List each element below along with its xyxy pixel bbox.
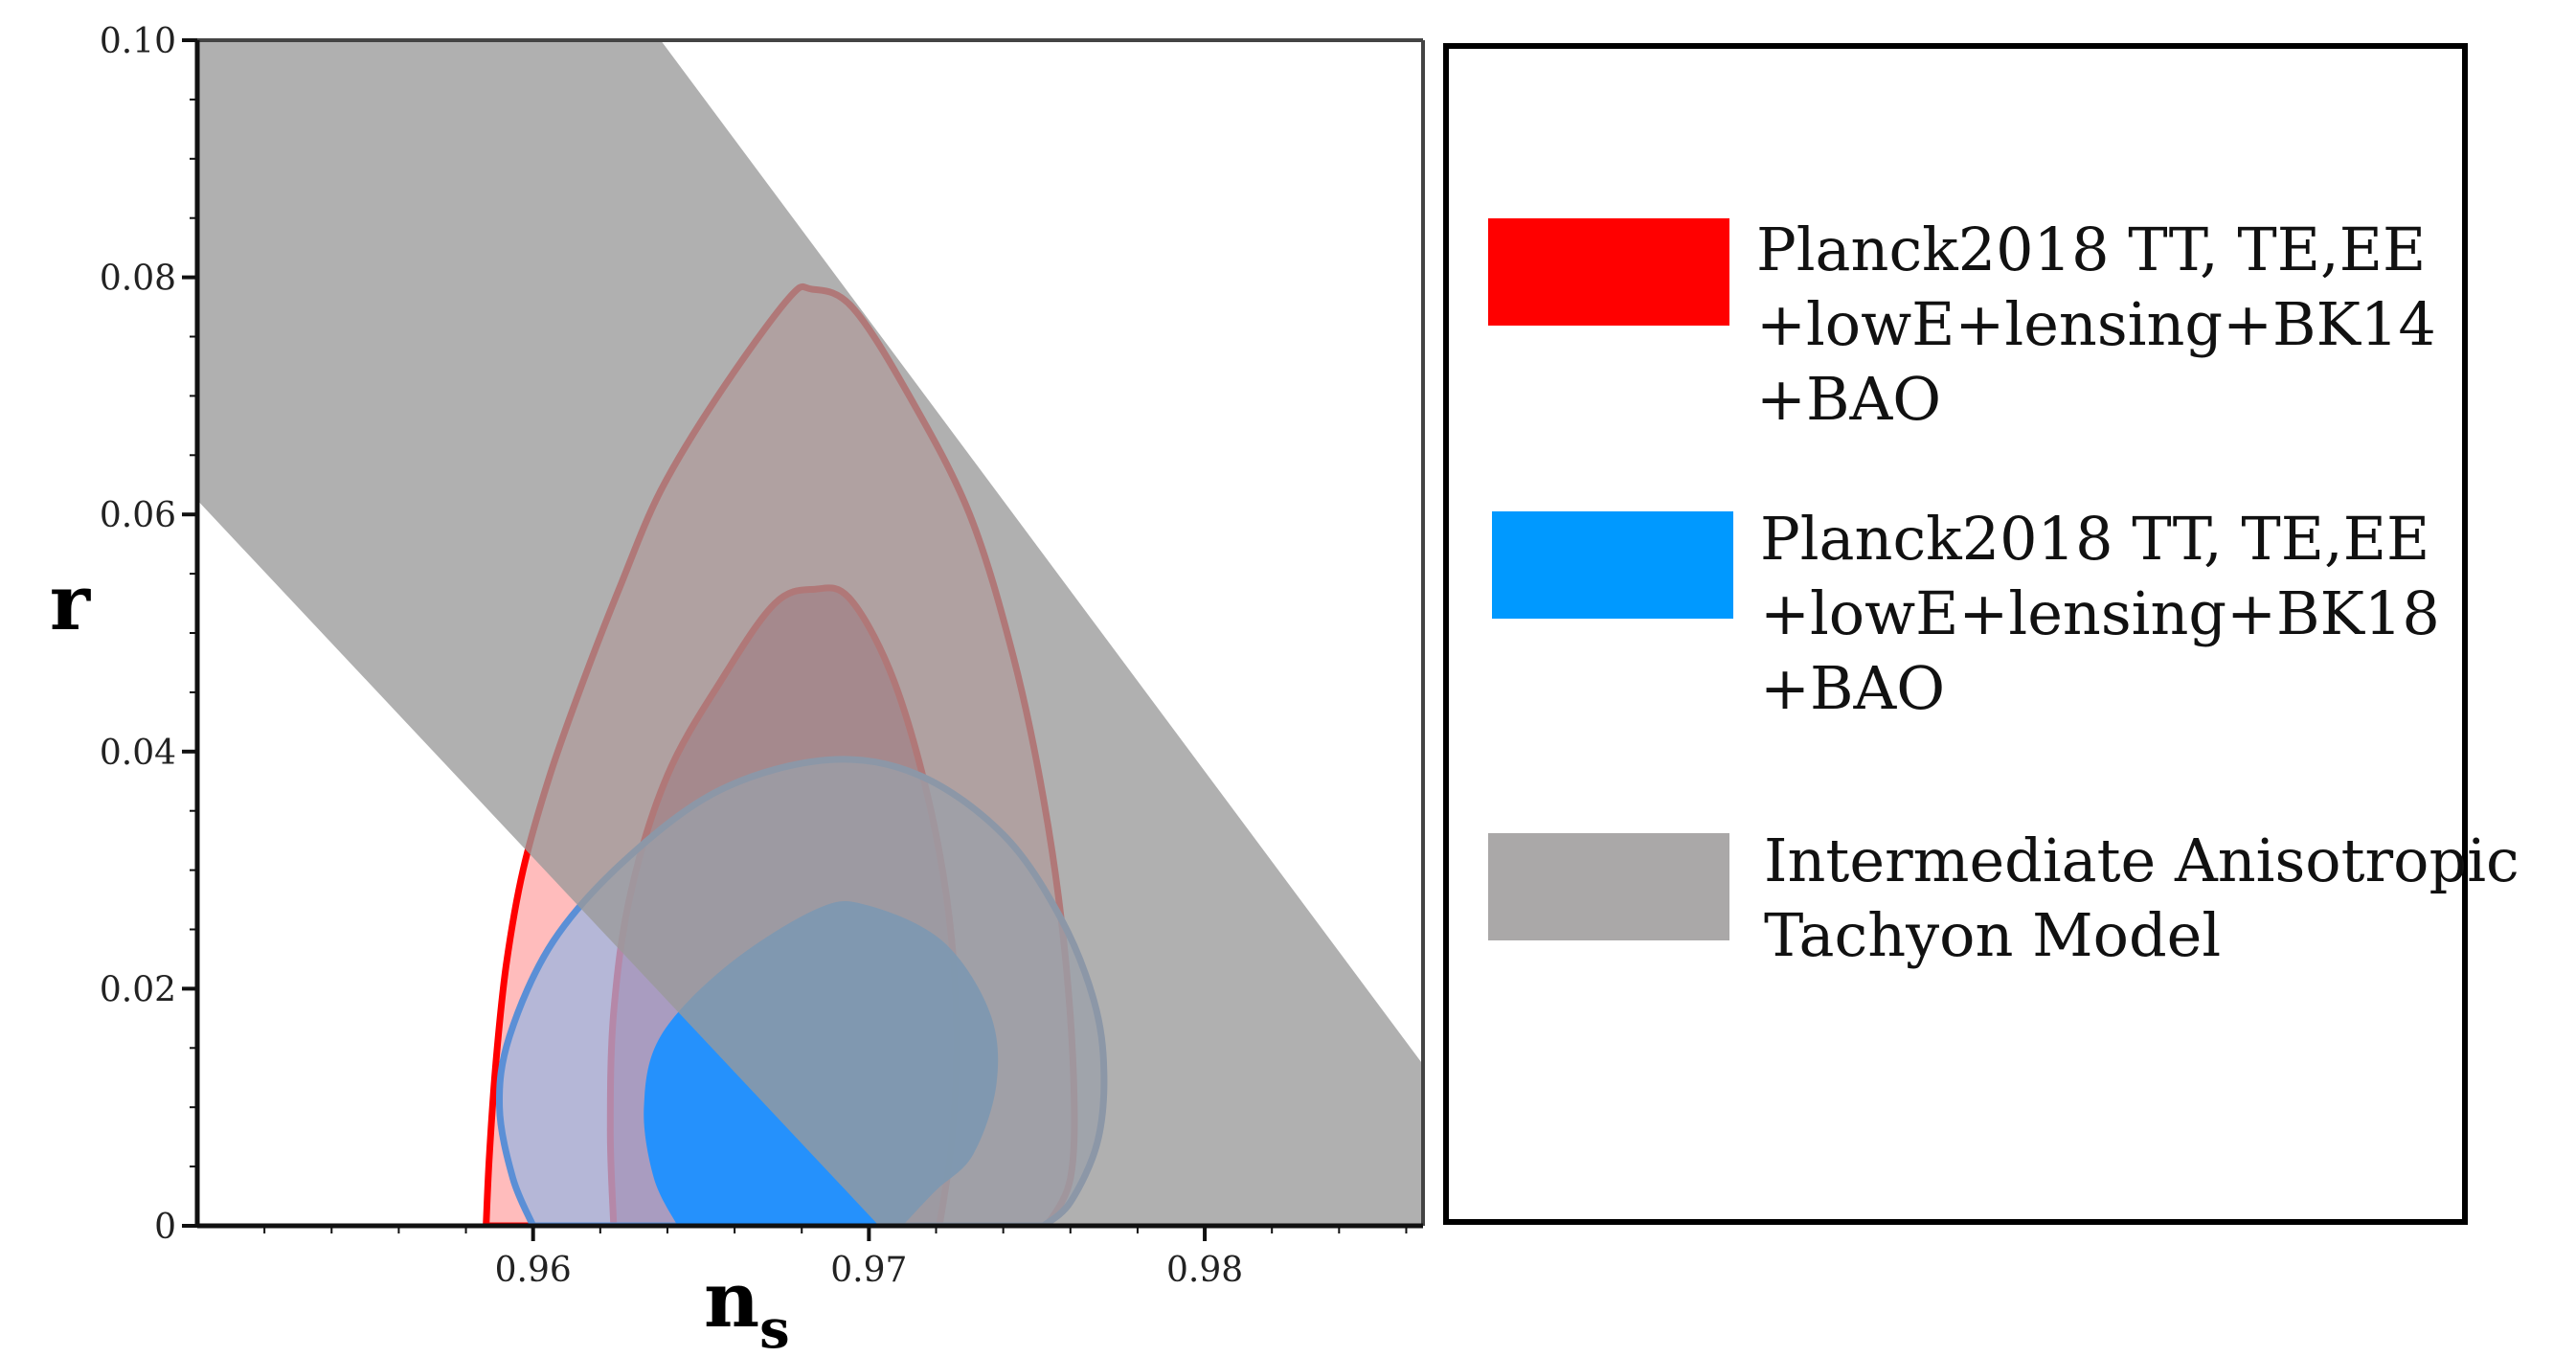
y-tick-label: 0.08: [100, 260, 176, 299]
x-tick-label: 0.98: [1166, 1251, 1243, 1290]
x-tick-label: 0.96: [495, 1251, 572, 1290]
axes: 0 0.02 0.04 0.06 0.08 0.10 0.96 0.97 0.98: [100, 22, 1425, 1290]
plot-area: [197, 40, 1423, 1226]
y-tick-label: 0: [154, 1208, 176, 1247]
x-axis-title: ns: [704, 1255, 790, 1357]
legend-swatch-1: [1488, 218, 1729, 326]
legend-line: Planck2018 TT, TE,EE: [1756, 215, 2426, 284]
legend: Planck2018 TT, TE,EE +lowE+lensing+BK14 +B…: [1443, 43, 2520, 1225]
y-tick-label: 0.06: [100, 496, 176, 535]
legend-line: Intermediate Anisotropic: [1764, 826, 2520, 895]
legend-line: Planck2018 TT, TE,EE: [1760, 504, 2429, 574]
model-band: [197, 40, 1423, 1226]
legend-line: +BAO: [1756, 364, 1941, 434]
plot-contents: [197, 40, 1423, 1226]
y-tick-label: 0.10: [100, 22, 176, 61]
legend-line: +lowE+lensing+BK18: [1760, 578, 2440, 648]
legend-label-2: Planck2018 TT, TE,EE +lowE+lensing+BK18 +B…: [1760, 504, 2440, 723]
legend-line: +lowE+lensing+BK14: [1756, 289, 2436, 359]
y-tick-label: 0.02: [100, 970, 176, 1009]
legend-line: +BAO: [1760, 653, 1945, 723]
legend-line: Tachyon Model: [1764, 900, 2221, 970]
legend-label-1: Planck2018 TT, TE,EE +lowE+lensing+BK14 +B…: [1756, 215, 2436, 434]
y-tick-label: 0.04: [100, 734, 176, 773]
legend-swatch-3: [1488, 833, 1729, 940]
legend-swatch-2: [1492, 511, 1733, 619]
legend-label-3: Intermediate Anisotropic Tachyon Model: [1764, 826, 2520, 970]
x-tick-label: 0.97: [830, 1251, 907, 1290]
y-axis-title: r: [50, 557, 91, 647]
